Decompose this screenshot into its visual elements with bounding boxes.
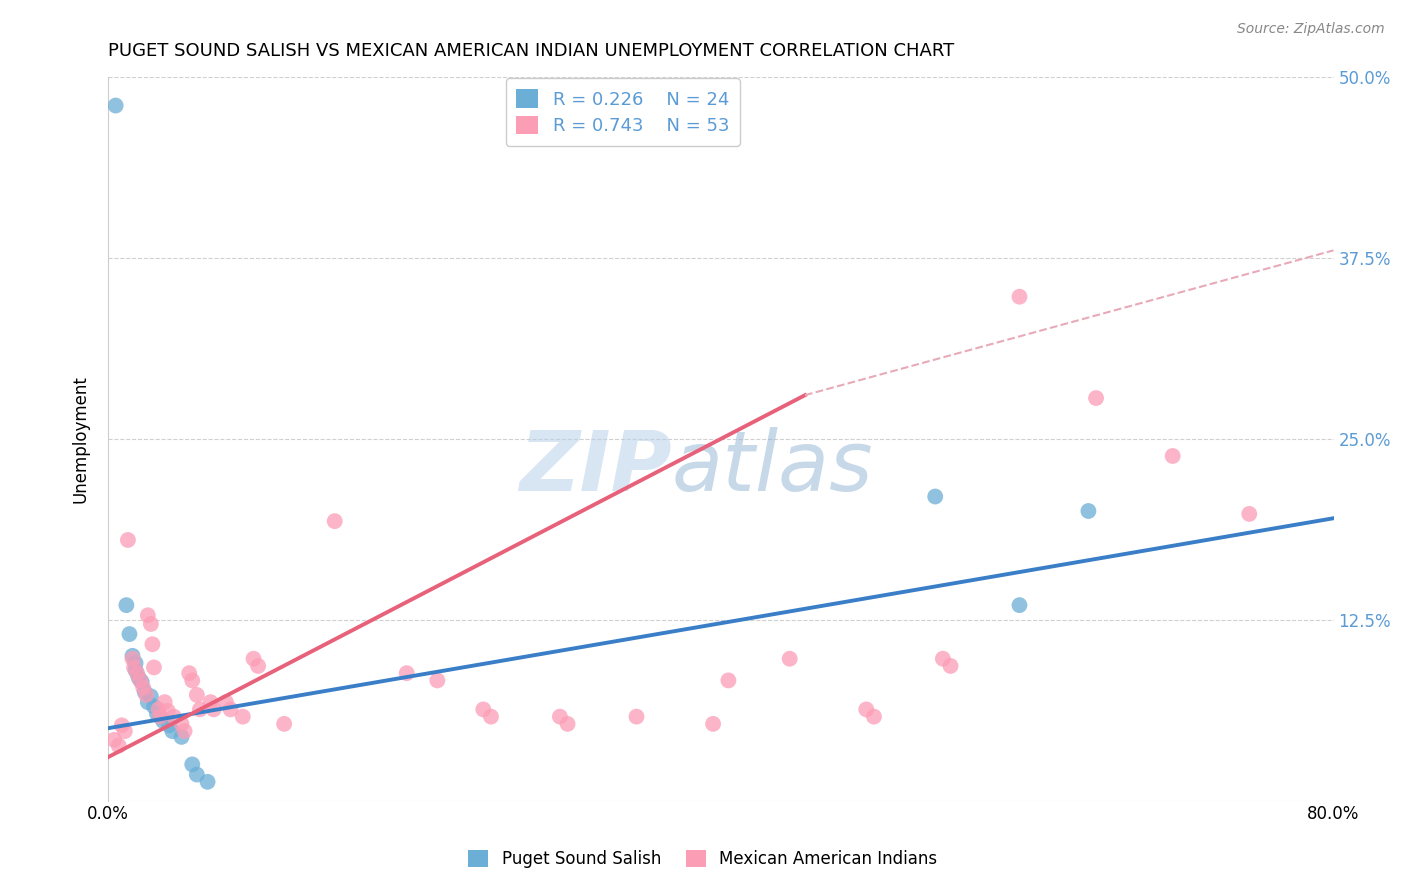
Legend: R = 0.226    N = 24, R = 0.743    N = 53: R = 0.226 N = 24, R = 0.743 N = 53 <box>506 78 740 146</box>
Point <box>863 709 886 723</box>
Text: atlas: atlas <box>672 427 873 508</box>
Point <box>855 702 877 716</box>
Point <box>702 717 724 731</box>
Point <box>932 651 955 665</box>
Point <box>170 717 193 731</box>
Point <box>1085 391 1108 405</box>
Point <box>139 690 162 704</box>
Point <box>124 656 146 670</box>
Point <box>111 718 134 732</box>
Point <box>127 666 149 681</box>
Point <box>148 702 170 716</box>
Point <box>142 660 165 674</box>
Point <box>149 709 172 723</box>
Point <box>181 673 204 688</box>
Point <box>479 709 502 723</box>
Point <box>939 659 962 673</box>
Point <box>136 695 159 709</box>
Point <box>131 674 153 689</box>
Point <box>115 598 138 612</box>
Point <box>156 704 179 718</box>
Point <box>173 724 195 739</box>
Point <box>121 651 143 665</box>
Point <box>141 637 163 651</box>
Point <box>103 732 125 747</box>
Point <box>128 671 150 685</box>
Point <box>219 702 242 716</box>
Point <box>149 709 172 723</box>
Point <box>181 757 204 772</box>
Point <box>197 774 219 789</box>
Point <box>122 660 145 674</box>
Point <box>1239 507 1261 521</box>
Point <box>124 663 146 677</box>
Point <box>924 490 946 504</box>
Point <box>142 699 165 714</box>
Point <box>162 724 184 739</box>
Point <box>200 695 222 709</box>
Point <box>118 627 141 641</box>
Point <box>121 648 143 663</box>
Point <box>170 730 193 744</box>
Point <box>153 695 176 709</box>
Point <box>163 709 186 723</box>
Point <box>129 673 152 688</box>
Point <box>114 724 136 739</box>
Y-axis label: Unemployment: Unemployment <box>72 375 89 502</box>
Point <box>152 714 174 728</box>
Point <box>232 709 254 723</box>
Point <box>132 681 155 695</box>
Point <box>626 709 648 723</box>
Point <box>117 533 139 547</box>
Point <box>146 706 169 721</box>
Point <box>104 98 127 112</box>
Point <box>1008 598 1031 612</box>
Point <box>136 608 159 623</box>
Point <box>395 666 418 681</box>
Text: ZIP: ZIP <box>519 427 672 508</box>
Point <box>426 673 449 688</box>
Point <box>139 617 162 632</box>
Point <box>1077 504 1099 518</box>
Point <box>273 717 295 731</box>
Point <box>186 688 208 702</box>
Point <box>202 702 225 716</box>
Point <box>179 666 201 681</box>
Text: Source: ZipAtlas.com: Source: ZipAtlas.com <box>1237 22 1385 37</box>
Point <box>1008 290 1031 304</box>
Point <box>107 739 129 753</box>
Point <box>472 702 495 716</box>
Point <box>323 514 346 528</box>
Point <box>717 673 740 688</box>
Point <box>779 651 801 665</box>
Point <box>247 659 270 673</box>
Point <box>215 695 238 709</box>
Point <box>548 709 571 723</box>
Point <box>188 702 211 716</box>
Point <box>1161 449 1184 463</box>
Legend: Puget Sound Salish, Mexican American Indians: Puget Sound Salish, Mexican American Ind… <box>461 843 945 875</box>
Point <box>242 651 264 665</box>
Point <box>557 717 579 731</box>
Point <box>135 688 157 702</box>
Point <box>157 718 180 732</box>
Point <box>186 767 208 781</box>
Text: PUGET SOUND SALISH VS MEXICAN AMERICAN INDIAN UNEMPLOYMENT CORRELATION CHART: PUGET SOUND SALISH VS MEXICAN AMERICAN I… <box>108 42 955 60</box>
Point <box>134 685 156 699</box>
